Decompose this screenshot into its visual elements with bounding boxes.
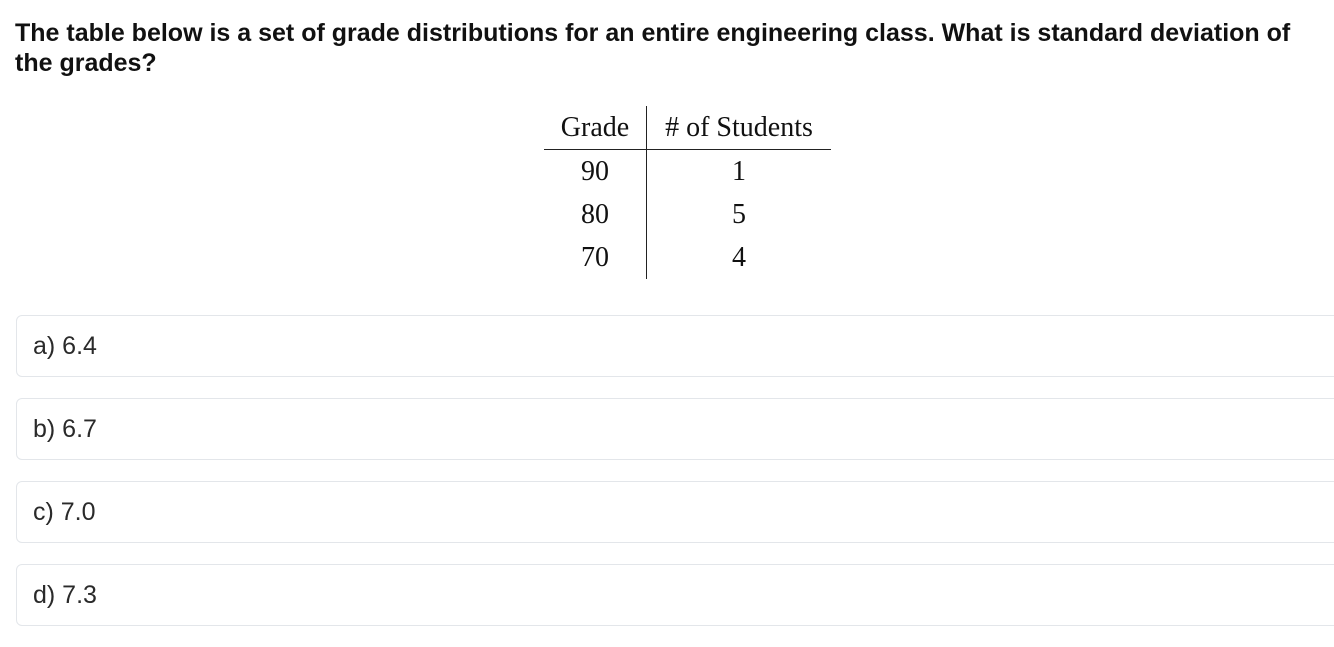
table-header-row: Grade # of Students xyxy=(544,106,831,150)
cell-grade: 80 xyxy=(544,193,647,236)
table-row: 70 4 xyxy=(544,236,831,279)
table-row: 80 5 xyxy=(544,193,831,236)
option-d[interactable]: d) 7.3 xyxy=(16,564,1334,626)
option-label: c) 7.0 xyxy=(33,497,96,526)
answer-options: a) 6.4 b) 6.7 c) 7.0 d) 7.3 xyxy=(16,315,1334,647)
table-row: 90 1 xyxy=(544,149,831,193)
option-c[interactable]: c) 7.0 xyxy=(16,481,1334,543)
cell-grade: 70 xyxy=(544,236,647,279)
question-text: The table below is a set of grade distri… xyxy=(15,19,1291,77)
header-students: # of Students xyxy=(646,106,831,150)
option-label: b) 6.7 xyxy=(33,414,97,443)
option-label: a) 6.4 xyxy=(33,331,97,360)
option-label: d) 7.3 xyxy=(33,580,97,609)
header-grade: Grade xyxy=(544,106,647,150)
grades-table: Grade # of Students 90 1 80 5 70 4 xyxy=(544,106,831,279)
grade-distribution-table: Grade # of Students 90 1 80 5 70 4 xyxy=(544,106,831,279)
cell-students: 1 xyxy=(732,155,746,187)
cell-students: 4 xyxy=(732,241,746,273)
option-b[interactable]: b) 6.7 xyxy=(16,398,1334,460)
cell-students: 5 xyxy=(732,198,746,230)
cell-grade: 90 xyxy=(544,149,647,193)
option-a[interactable]: a) 6.4 xyxy=(16,315,1334,377)
